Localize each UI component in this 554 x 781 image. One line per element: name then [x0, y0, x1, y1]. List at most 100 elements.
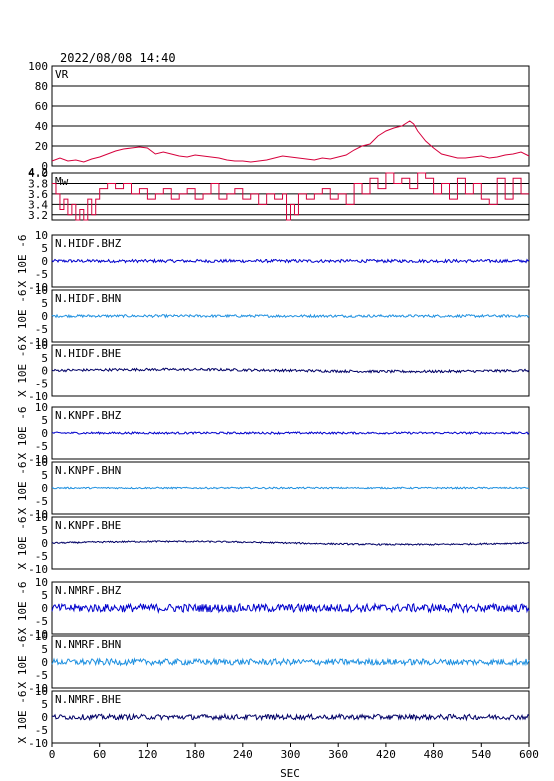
y-tick-hidf-bhn: 10: [35, 284, 48, 297]
y-tick-hidf-bhz: 5: [41, 242, 48, 255]
x-tick-label: 540: [471, 748, 491, 761]
y-tick-hidf-bhn: 5: [41, 297, 48, 310]
y-axis-unit-label: X 10E -6: [16, 407, 29, 460]
y-tick-nmrf-bhn: 0: [41, 656, 48, 669]
y-tick-knpf-bhe: -10: [28, 563, 48, 576]
y-tick-vr: 60: [35, 100, 48, 113]
series-line-hidf-bhe: [51, 367, 530, 374]
panel-label-knpf-bhz: N.KNPF.BHZ: [55, 409, 122, 422]
series-line-nmrf-bhz: [51, 602, 530, 614]
y-tick-mw: 3.6: [28, 188, 48, 201]
y-tick-vr: 0: [41, 160, 48, 173]
panel-label-knpf-bhn: N.KNPF.BHN: [55, 464, 121, 477]
x-tick-label: 360: [328, 748, 348, 761]
y-tick-nmrf-bhe: 0: [41, 711, 48, 724]
panel-label-nmrf-bhz: N.NMRF.BHZ: [55, 584, 122, 597]
y-tick-vr: 20: [35, 140, 48, 153]
series-line-nmrf-bhe: [51, 712, 530, 722]
y-tick-mw: 4.0: [28, 167, 48, 180]
y-tick-nmrf-bhe: 5: [41, 698, 48, 711]
series-line-mw: [52, 172, 529, 221]
panel-frame-nmrf-bhn: [51, 635, 530, 689]
series-line-nmrf-bhn: [51, 657, 530, 667]
y-tick-knpf-bhe: 5: [41, 524, 48, 537]
series-line-vr: [51, 120, 530, 163]
y-axis-unit-label: X 10E -6: [16, 235, 29, 288]
y-tick-nmrf-bhn: 5: [41, 643, 48, 656]
y-tick-nmrf-bhn: -5: [35, 669, 48, 682]
y-tick-knpf-bhz: -10: [28, 453, 48, 466]
series-line-hidf-bhn: [51, 313, 530, 319]
x-tick-label: 480: [424, 748, 444, 761]
header-timestamp: 2022/08/08 14:40: [60, 51, 176, 65]
y-tick-nmrf-bhz: 10: [35, 576, 48, 589]
panel-label-hidf-bhe: N.HIDF.BHE: [55, 347, 121, 360]
y-tick-hidf-bhz: 0: [41, 255, 48, 268]
y-tick-knpf-bhz: 0: [41, 427, 48, 440]
series-line-knpf-bhz: [51, 431, 530, 435]
y-tick-knpf-bhe: 10: [35, 511, 48, 524]
y-tick-mw: 3.8: [28, 177, 48, 190]
y-axis-unit-label: X 10E -6: [16, 344, 29, 397]
panel-label-knpf-bhe: N.KNPF.BHE: [55, 519, 121, 532]
panel-frame-vr: [51, 65, 530, 167]
x-tick-label: 300: [281, 748, 301, 761]
y-tick-hidf-bhe: 10: [35, 339, 48, 352]
x-tick-label: 120: [137, 748, 157, 761]
y-axis-unit-label: X 10E -6: [16, 636, 29, 689]
y-axis-unit-label: X 10E -6: [16, 582, 29, 635]
y-tick-nmrf-bhe: -5: [35, 724, 48, 737]
y-tick-hidf-bhe: 5: [41, 352, 48, 365]
y-tick-nmrf-bhn: 10: [35, 630, 48, 643]
y-tick-mw: 3.2: [28, 209, 48, 222]
y-tick-nmrf-bhe: 10: [35, 685, 48, 698]
y-tick-knpf-bhe: 0: [41, 537, 48, 550]
panel-label-hidf-bhz: N.HIDF.BHZ: [55, 237, 122, 250]
y-tick-knpf-bhn: 10: [35, 456, 48, 469]
y-tick-vr: 40: [35, 120, 48, 133]
y-tick-knpf-bhz: 10: [35, 401, 48, 414]
y-tick-hidf-bhe: -5: [35, 377, 48, 390]
x-tick-label: 0: [49, 748, 56, 761]
y-tick-hidf-bhe: 0: [41, 365, 48, 378]
y-axis-unit-label: X 10E -6: [16, 691, 29, 744]
panel-label-nmrf-bhn: N.NMRF.BHN: [55, 638, 121, 651]
y-tick-hidf-bhz: -5: [35, 268, 48, 281]
y-axis-unit-label: X 10E -6: [16, 517, 29, 570]
y-tick-knpf-bhn: 0: [41, 482, 48, 495]
y-tick-hidf-bhn: 0: [41, 310, 48, 323]
y-tick-mw: 4.2: [28, 166, 48, 179]
panel-frame-nmrf-bhz: [51, 581, 530, 635]
x-axis-label: SEC: [280, 767, 300, 780]
y-tick-hidf-bhn: -10: [28, 336, 48, 349]
y-tick-knpf-bhn: -5: [35, 495, 48, 508]
panel-label-mw: Mw: [55, 175, 69, 188]
y-tick-hidf-bhe: -10: [28, 390, 48, 403]
x-tick-label: 420: [376, 748, 396, 761]
y-tick-knpf-bhz: -5: [35, 440, 48, 453]
y-tick-knpf-bhz: 5: [41, 414, 48, 427]
y-tick-hidf-bhn: -5: [35, 323, 48, 336]
y-tick-hidf-bhz: 10: [35, 229, 48, 242]
series-line-knpf-bhn: [51, 486, 529, 490]
y-tick-knpf-bhn: -10: [28, 508, 48, 521]
x-tick-label: 180: [185, 748, 205, 761]
x-tick-label: 60: [93, 748, 106, 761]
y-tick-nmrf-bhn: -10: [28, 682, 48, 695]
y-tick-knpf-bhn: 5: [41, 469, 48, 482]
y-tick-vr: 80: [35, 80, 48, 93]
y-axis-unit-label: X 10E -6: [16, 290, 29, 343]
y-tick-nmrf-bhz: -10: [28, 628, 48, 641]
series-line-hidf-bhz: [51, 258, 530, 264]
series-line-knpf-bhe: [51, 540, 530, 546]
y-tick-nmrf-bhz: 0: [41, 602, 48, 615]
y-tick-nmrf-bhz: -5: [35, 615, 48, 628]
y-tick-vr: 100: [28, 60, 48, 73]
x-tick-label: 600: [519, 748, 539, 761]
y-axis-unit-label: X 10E -6: [16, 462, 29, 515]
y-tick-knpf-bhe: -5: [35, 550, 48, 563]
y-tick-nmrf-bhz: 5: [41, 589, 48, 602]
panel-label-hidf-bhn: N.HIDF.BHN: [55, 292, 121, 305]
panel-label-vr: VR: [55, 68, 69, 81]
